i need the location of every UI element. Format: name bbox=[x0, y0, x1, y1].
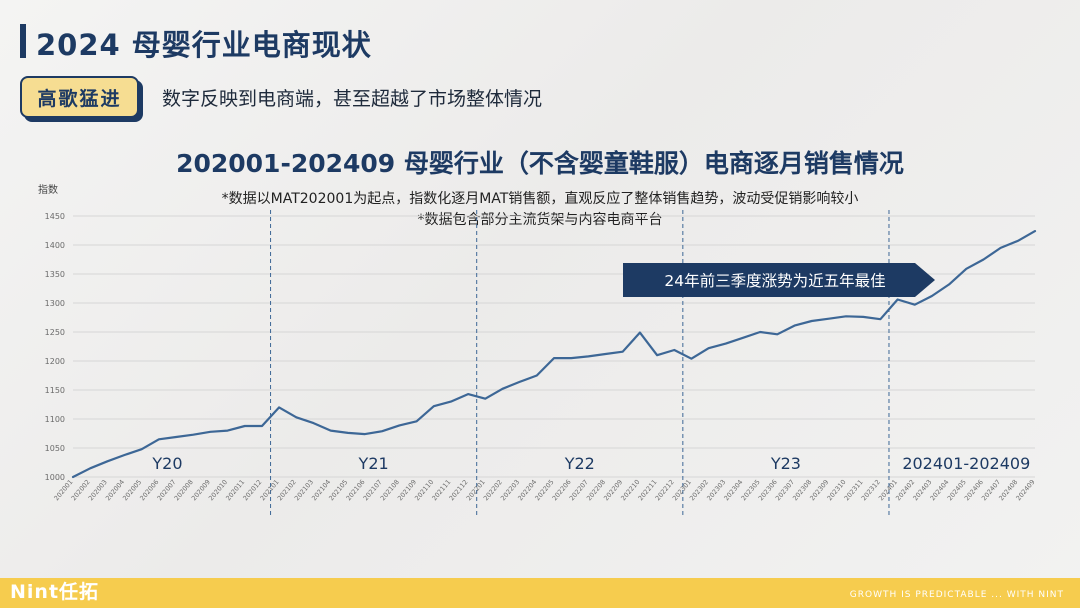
data-point bbox=[587, 355, 590, 358]
data-point bbox=[931, 295, 934, 298]
data-point bbox=[518, 380, 521, 383]
chart-title: 202001-202409 母婴行业（不含婴童鞋服）电商逐月销售情况 bbox=[176, 149, 904, 178]
data-point bbox=[965, 267, 968, 270]
data-point bbox=[759, 331, 762, 334]
data-point bbox=[553, 357, 556, 360]
data-point bbox=[261, 425, 264, 428]
data-point bbox=[209, 430, 212, 433]
y-tick-label: 1000 bbox=[45, 473, 65, 482]
data-point bbox=[621, 350, 624, 353]
data-point bbox=[810, 320, 813, 323]
data-point bbox=[175, 436, 178, 439]
data-point bbox=[467, 393, 470, 396]
data-point bbox=[570, 357, 573, 360]
data-point bbox=[896, 298, 899, 301]
data-point bbox=[742, 336, 745, 339]
data-point bbox=[226, 429, 229, 432]
page-title: 2024 母婴行业电商现状 bbox=[36, 28, 372, 62]
segment-label: 202401-202409 bbox=[902, 454, 1030, 473]
footer-slogan: GROWTH IS PREDICTABLE ... WITH NINT bbox=[849, 590, 1064, 600]
data-point bbox=[72, 476, 75, 479]
x-tick-label: 202409 bbox=[1014, 478, 1036, 502]
data-point bbox=[827, 317, 830, 320]
segment-label: Y22 bbox=[564, 454, 595, 473]
annotation-text: 24年前三季度涨势为近五年最佳 bbox=[664, 272, 885, 290]
data-point bbox=[329, 429, 332, 432]
data-point bbox=[638, 331, 641, 334]
data-point bbox=[776, 333, 779, 336]
data-point bbox=[1016, 240, 1019, 243]
data-point bbox=[295, 416, 298, 419]
data-point bbox=[364, 433, 367, 436]
data-point bbox=[707, 347, 710, 350]
data-point bbox=[862, 316, 865, 319]
data-point bbox=[432, 405, 435, 408]
data-point bbox=[913, 303, 916, 306]
annotation-arrow bbox=[623, 263, 935, 297]
data-point bbox=[604, 353, 607, 356]
data-point bbox=[484, 397, 487, 400]
footer-bar bbox=[0, 578, 1080, 608]
data-point bbox=[673, 349, 676, 352]
segment-label: Y21 bbox=[358, 454, 389, 473]
y-tick-label: 1150 bbox=[45, 386, 65, 395]
data-point bbox=[1034, 230, 1037, 233]
data-point bbox=[501, 387, 504, 390]
title-accent-bar bbox=[20, 24, 26, 58]
data-point bbox=[278, 406, 281, 409]
data-point bbox=[999, 247, 1002, 250]
data-point bbox=[415, 420, 418, 423]
brand-logo: Nint任拓 bbox=[10, 581, 100, 603]
data-point bbox=[312, 422, 315, 425]
y-tick-label: 1050 bbox=[45, 444, 65, 453]
data-point bbox=[398, 424, 401, 427]
segment-label: Y23 bbox=[770, 454, 801, 473]
data-point bbox=[845, 315, 848, 318]
data-point bbox=[243, 425, 246, 428]
y-axis-label: 指数 bbox=[38, 183, 58, 196]
data-point bbox=[157, 438, 160, 441]
y-tick-label: 1250 bbox=[45, 328, 65, 337]
segment-label: Y20 bbox=[151, 454, 182, 473]
data-point bbox=[106, 460, 109, 463]
data-point bbox=[724, 342, 727, 345]
y-tick-label: 1300 bbox=[45, 299, 65, 308]
y-tick-label: 1350 bbox=[45, 270, 65, 279]
data-point bbox=[656, 354, 659, 357]
data-point bbox=[690, 357, 693, 360]
data-point bbox=[192, 433, 195, 436]
section-badge: 高歌猛进 bbox=[20, 76, 139, 118]
y-tick-label: 1450 bbox=[45, 212, 65, 221]
data-point bbox=[381, 430, 384, 433]
data-point bbox=[879, 318, 882, 321]
y-tick-label: 1200 bbox=[45, 357, 65, 366]
series-line bbox=[71, 230, 1037, 479]
data-point bbox=[450, 400, 453, 403]
data-point bbox=[346, 432, 349, 435]
data-point bbox=[535, 374, 538, 377]
chart-note-1: *数据以MAT202001为起点，指数化逐月MAT销售额，直观反应了整体销售趋势… bbox=[221, 191, 859, 207]
data-point bbox=[123, 454, 126, 457]
data-point bbox=[948, 283, 951, 286]
data-point bbox=[982, 258, 985, 261]
data-point bbox=[89, 467, 92, 470]
y-tick-label: 1100 bbox=[45, 415, 65, 424]
page-subtitle: 数字反映到电商端，甚至超越了市场整体情况 bbox=[162, 88, 543, 110]
data-point bbox=[793, 324, 796, 327]
data-point bbox=[140, 448, 143, 451]
y-tick-label: 1400 bbox=[45, 241, 65, 250]
line-chart: 1000 1050 1100 1150 1200 1250 1300 1350 1400 1450… bbox=[38, 183, 1037, 515]
